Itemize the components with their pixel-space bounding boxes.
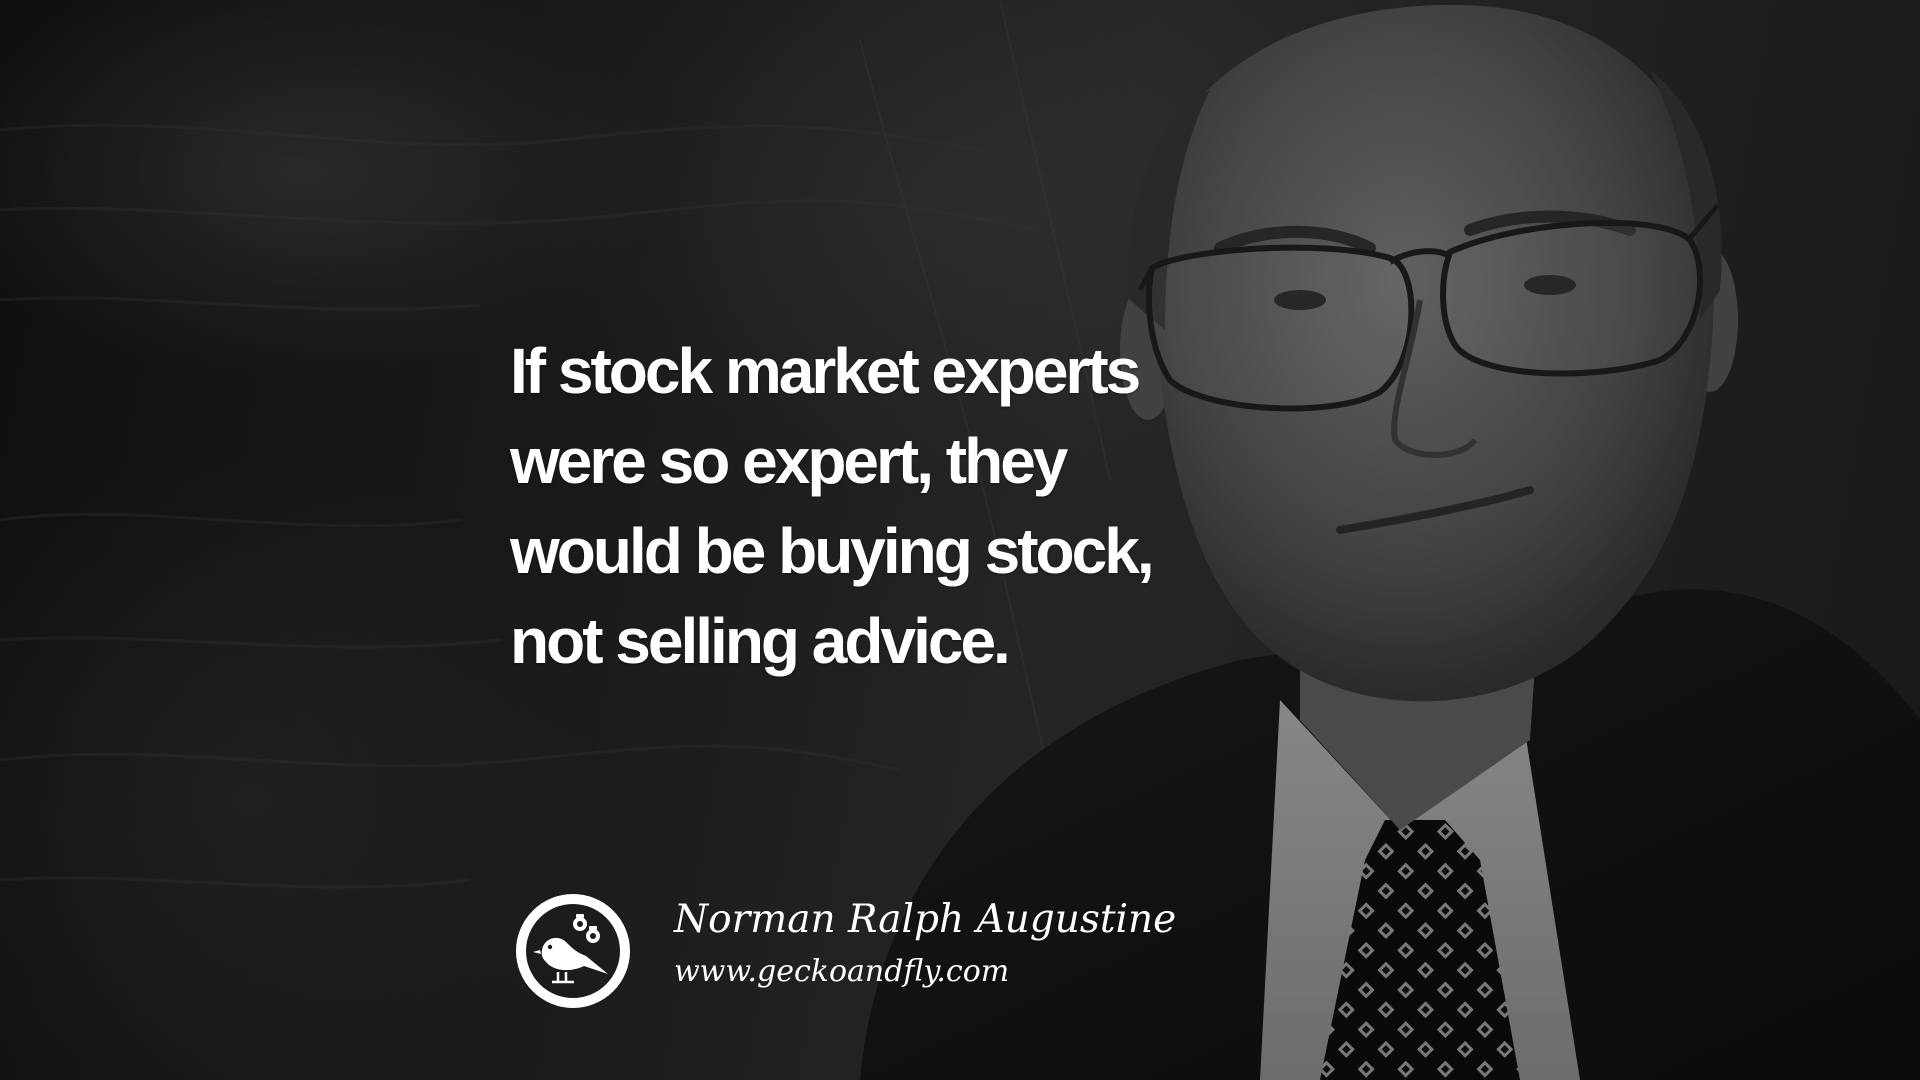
bird-with-gears-icon [516, 894, 630, 1008]
quote-line: were so expert, they [510, 425, 1068, 497]
quote-line: If stock market experts [510, 335, 1141, 407]
website-url: www.geckoandfly.com [674, 954, 1010, 989]
quote-text: If stock market experts were so expert, … [510, 326, 1230, 686]
author-name: Norman Ralph Augustine [674, 897, 1177, 942]
quote-line: not selling advice. [510, 605, 1011, 677]
quote-line: would be buying stock, [510, 515, 1155, 587]
